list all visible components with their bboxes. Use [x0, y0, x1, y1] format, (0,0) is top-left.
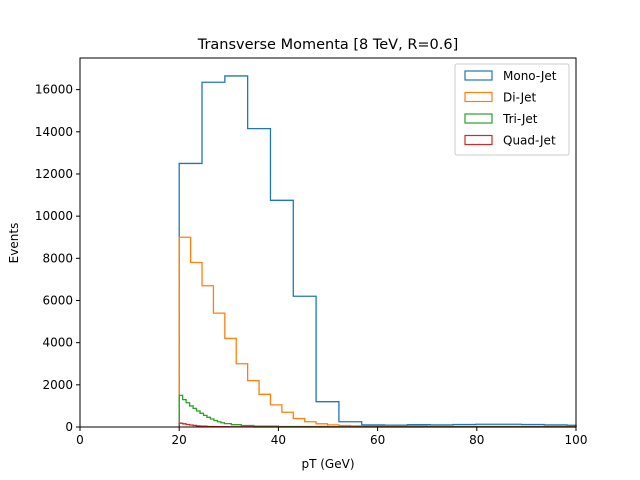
- series-layer: [178, 75, 577, 428]
- y-tick-label: 16000: [35, 83, 73, 97]
- series-mono-jet-line: [178, 75, 577, 427]
- x-tick-label: 40: [271, 433, 286, 447]
- y-tick-label: 14000: [35, 125, 73, 139]
- plot-frame: [79, 57, 577, 428]
- legend-swatch-mono-jet: [464, 70, 493, 81]
- y-tick-label: 0: [65, 420, 73, 434]
- y-tick-label: 8000: [42, 251, 73, 265]
- x-tick-label: 20: [172, 433, 187, 447]
- x-tick-label: 100: [565, 433, 588, 447]
- series-di-jet-line: [178, 236, 577, 428]
- axes-layer: 0 20 40 60 80 100 0 2000 4000 6000 8000 10000 12000 1…: [35, 57, 588, 447]
- series-tri-jet-line: [178, 394, 577, 428]
- x-axis-label: pT (GeV): [301, 457, 354, 471]
- y-tick-label: 2000: [42, 378, 73, 392]
- y-tick-label: 6000: [42, 293, 73, 307]
- legend-swatch-di-jet: [464, 91, 493, 103]
- legend: Mono-Jet Di-Jet Tri-Jet Quad-Jet: [454, 63, 570, 156]
- legend-label-mono-jet: Mono-Jet: [503, 69, 557, 83]
- x-tick-label: 60: [370, 433, 385, 447]
- legend-label-tri-jet: Tri-Jet: [502, 112, 538, 126]
- y-axis-label: Events: [7, 223, 21, 264]
- y-tick-label: 4000: [42, 336, 73, 350]
- x-tick-label: 0: [76, 433, 84, 447]
- y-tick-label: 10000: [35, 209, 73, 223]
- y-tick-label: 12000: [35, 167, 73, 181]
- legend-swatch-tri-jet: [464, 113, 493, 124]
- legend-label-quad-jet: Quad-Jet: [503, 134, 556, 148]
- legend-swatch-quad-jet: [464, 134, 493, 146]
- chart-title: Transverse Momenta [8 TeV, R=0.6]: [197, 37, 459, 53]
- legend-label-di-jet: Di-Jet: [503, 91, 536, 105]
- x-tick-label: 80: [469, 433, 484, 447]
- legend-box: [454, 63, 570, 156]
